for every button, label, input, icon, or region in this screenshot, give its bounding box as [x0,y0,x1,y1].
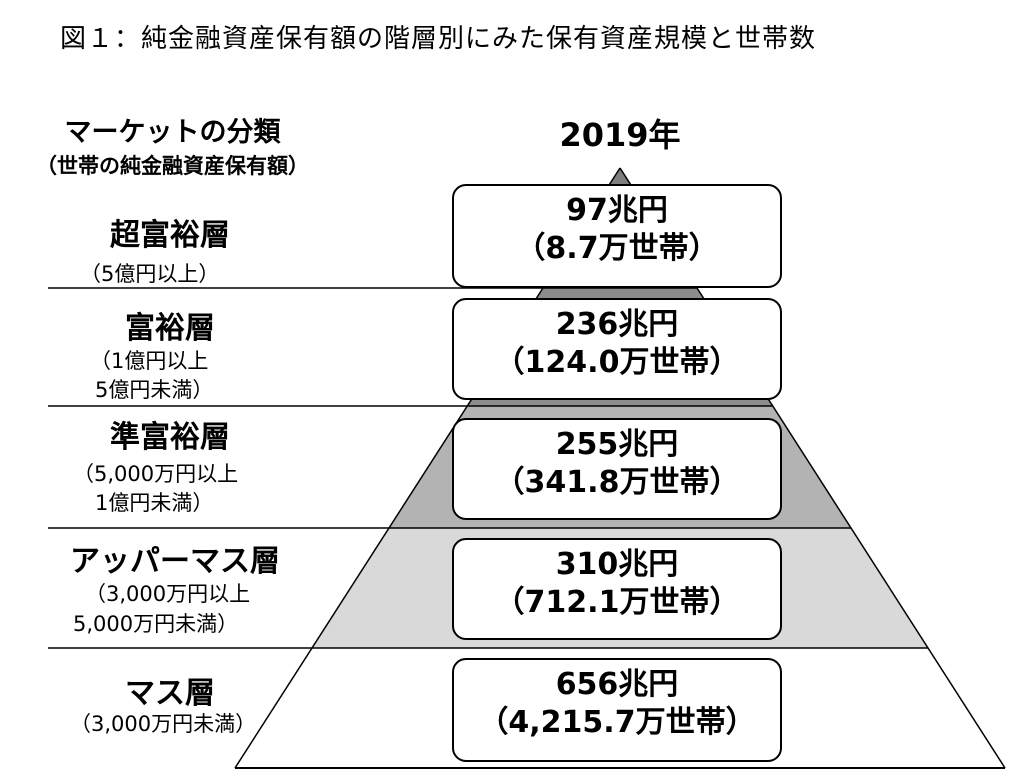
tier-name-0: 超富裕層 [110,218,230,253]
year-label: 2019年 [559,116,681,154]
tier-amount-1: 236兆円 [555,307,679,342]
tier-amount-2: 255兆円 [555,427,679,462]
tier-range-3-line-0: （3,000万円以上 [85,582,251,606]
tier-range-3-line-1: 5,000万円未満） [73,612,239,636]
tier-households-1: （124.0万世帯） [494,345,740,380]
market-classification-header: マーケットの分類 [64,117,281,148]
tier-box-3: 310兆円 （712.1万世帯） [452,538,782,640]
tier-households-2: （341.8万世帯） [494,465,740,500]
tier-range-2-line-1: 1億円未満） [95,491,214,515]
tier-name-4: マス層 [125,676,215,711]
tier-amount-0: 97兆円 [566,193,668,228]
tier-box-0: 97兆円 （8.7万世帯） [452,184,782,288]
tier-households-3: （712.1万世帯） [494,585,740,620]
tier-amount-3: 310兆円 [555,547,679,582]
tier-range-0: （5億円以上） [80,262,220,286]
tier-amount-4: 656兆円 [555,667,679,702]
tier-box-2: 255兆円 （341.8万世帯） [452,418,782,520]
tier-box-4: 656兆円 （4,215.7万世帯） [452,658,782,762]
tier-name-1: 富裕層 [125,311,215,346]
tier-range-2-line-0: （5,000万円以上 [73,462,239,486]
tier-households-0: （8.7万世帯） [515,231,719,266]
tier-name-2: 準富裕層 [110,420,230,455]
tier-range-1-line-1: 5億円未満） [95,378,214,402]
market-classification-subheader: （世帯の純金融資産保有額） [36,154,309,178]
tier-box-1: 236兆円 （124.0万世帯） [452,298,782,400]
tier-households-4: （4,215.7万世帯） [478,705,756,740]
figure-title: 図１：純金融資産保有額の階層別にみた保有資産規模と世帯数 [60,24,817,54]
tier-range-4: （3,000万円未満） [70,712,257,736]
tier-range-1-line-0: （1億円以上 [90,349,209,373]
tier-name-3: アッパーマス層 [70,544,280,579]
